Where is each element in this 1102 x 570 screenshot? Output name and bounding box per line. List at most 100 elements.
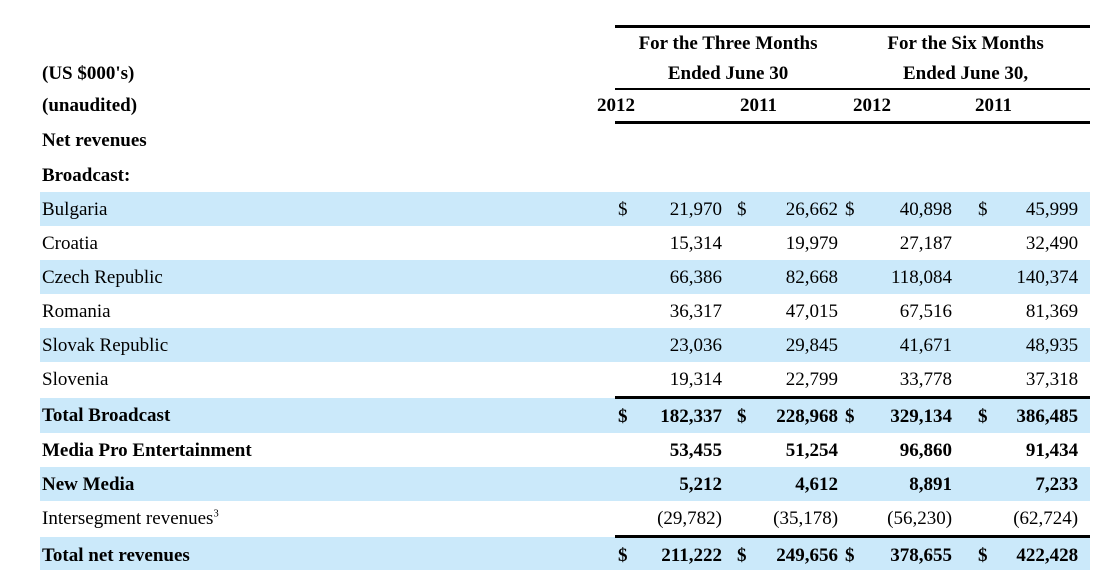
currency-symbol-cell xyxy=(955,294,988,328)
currency-symbol-cell xyxy=(725,226,748,260)
value-cell: 23,036 xyxy=(669,334,722,356)
currency-symbol-cell xyxy=(841,467,862,501)
currency-symbol-cell: $ xyxy=(615,535,640,570)
group-header-six-months-line2: Ended June 30, xyxy=(841,58,1091,90)
value-cell: 27,187 xyxy=(899,232,953,254)
value-cell: (62,724) xyxy=(1013,507,1079,529)
currency-symbol-cell xyxy=(955,328,988,362)
value-cell: 19,314 xyxy=(669,368,722,390)
value-cell: 40,898 xyxy=(899,198,953,220)
value-cell: (29,782) xyxy=(657,507,722,529)
currency-symbol-cell xyxy=(841,362,862,398)
value-cell: 82,668 xyxy=(785,266,839,288)
currency-symbol-cell: $ xyxy=(725,396,748,433)
currency-symbol-cell xyxy=(615,467,640,501)
year-column-header: 2011 xyxy=(955,89,1091,124)
group-header-three-months-line2: Ended June 30 xyxy=(615,58,842,90)
value-cell: 228,968 xyxy=(748,396,842,433)
audit-note: (unaudited) xyxy=(42,95,138,117)
header-years-row: (unaudited) 2012 2011 2012 2011 xyxy=(40,89,1091,124)
table-row: Media Pro Entertainment 53,455 51,254 96,86… xyxy=(40,433,1090,467)
row-label: New Media xyxy=(42,473,135,495)
currency-symbol-cell xyxy=(615,501,640,537)
currency-symbol-cell xyxy=(725,294,748,328)
row-label: Czech Republic xyxy=(42,266,163,288)
value-cell: 36,317 xyxy=(669,300,722,322)
value-cell: 7,233 xyxy=(1035,473,1079,495)
currency-symbol-cell xyxy=(615,294,640,328)
header-spacer-cell xyxy=(40,27,615,59)
table-row: Czech Republic 66,386 82,668 118,084 140,374 xyxy=(40,260,1091,294)
table-row: Total Broadcast $182,337 $228,968 $329,134 $… xyxy=(40,396,1091,433)
row-label: Bulgaria xyxy=(42,198,108,220)
currency-symbol-cell xyxy=(955,226,988,260)
currency-symbol-cell: $ xyxy=(618,198,628,220)
currency-note: (US $000's) xyxy=(42,63,135,84)
value-cell: 32,490 xyxy=(1025,232,1079,254)
empty-cell xyxy=(615,123,1090,159)
value-cell: (35,178) xyxy=(773,507,839,529)
value-cell: 96,860 xyxy=(899,439,953,461)
header-subgroup-row: (US $000's) Ended June 30 Ended June 30, xyxy=(40,58,1091,90)
year-column-header: 2012 xyxy=(597,89,725,124)
currency-symbol-cell: $ xyxy=(955,396,989,433)
value-cell: 29,845 xyxy=(785,334,839,356)
table-row: Bulgaria $21,970 $26,662 $40,898 $45,999 xyxy=(40,192,1091,226)
row-label: Total net revenues xyxy=(42,544,190,566)
year-label: 2011 xyxy=(975,95,1012,116)
value-cell: 21,970 xyxy=(669,198,722,220)
row-label: Romania xyxy=(42,300,111,322)
row-label: Slovak Republic xyxy=(42,334,169,356)
currency-symbol-cell: $ xyxy=(725,535,748,570)
value-cell: 422,428 xyxy=(988,535,1091,570)
currency-symbol-cell xyxy=(955,501,988,537)
currency-symbol-cell: $ xyxy=(737,198,747,220)
empty-cell xyxy=(615,158,1090,192)
value-cell: 66,386 xyxy=(669,266,722,288)
currency-symbol-cell xyxy=(955,260,988,294)
currency-symbol-cell xyxy=(725,328,748,362)
value-cell: 48,935 xyxy=(1025,334,1079,356)
currency-symbol-cell xyxy=(955,433,988,467)
value-cell: 22,799 xyxy=(785,368,839,390)
value-cell: 53,455 xyxy=(669,439,722,461)
row-label: Media Pro Entertainment xyxy=(42,439,252,461)
value-cell: 182,337 xyxy=(640,396,725,433)
value-cell: 15,314 xyxy=(669,232,722,254)
currency-symbol-cell: $ xyxy=(955,535,989,570)
year-label: 2012 xyxy=(853,95,892,116)
currency-symbol-cell xyxy=(841,260,862,294)
group-header-six-months-line1: For the Six Months xyxy=(841,25,1091,58)
value-cell: 67,516 xyxy=(899,300,953,322)
currency-symbol-cell xyxy=(615,328,640,362)
value-cell: 26,662 xyxy=(785,198,839,220)
value-cell: (56,230) xyxy=(887,507,953,529)
value-cell: 45,999 xyxy=(1025,198,1079,220)
table-row: Slovenia 19,314 22,799 33,778 37,318 xyxy=(40,362,1090,398)
value-cell: 4,612 xyxy=(795,473,839,495)
currency-symbol-cell xyxy=(955,467,988,501)
currency-symbol-cell: $ xyxy=(841,535,863,570)
table-body: Net revenues Broadcast: Bulgaria $21,970 $26… xyxy=(40,123,1091,570)
currency-symbol-cell xyxy=(725,260,748,294)
year-label: 2011 xyxy=(740,95,777,116)
value-cell: 386,485 xyxy=(988,396,1091,433)
value-cell: 19,979 xyxy=(785,232,839,254)
currency-symbol-cell xyxy=(841,226,862,260)
currency-symbol-cell xyxy=(725,362,748,398)
currency-symbol-cell: $ xyxy=(845,198,855,220)
value-cell: 118,084 xyxy=(891,266,953,288)
currency-symbol-cell: $ xyxy=(841,396,863,433)
currency-symbol-cell xyxy=(725,433,748,467)
currency-symbol-cell: $ xyxy=(978,198,988,220)
currency-symbol-cell xyxy=(615,433,640,467)
value-cell: 140,374 xyxy=(1016,266,1079,288)
net-revenues-table: For the Three Months For the Six Months … xyxy=(40,25,1091,570)
value-cell: 41,671 xyxy=(899,334,953,356)
value-cell: 37,318 xyxy=(1025,368,1079,390)
currency-symbol-cell xyxy=(841,433,862,467)
footnote-marker: 3 xyxy=(213,508,219,520)
group-header-three-months-line1: For the Three Months xyxy=(615,25,842,58)
value-cell: 329,134 xyxy=(862,396,956,433)
